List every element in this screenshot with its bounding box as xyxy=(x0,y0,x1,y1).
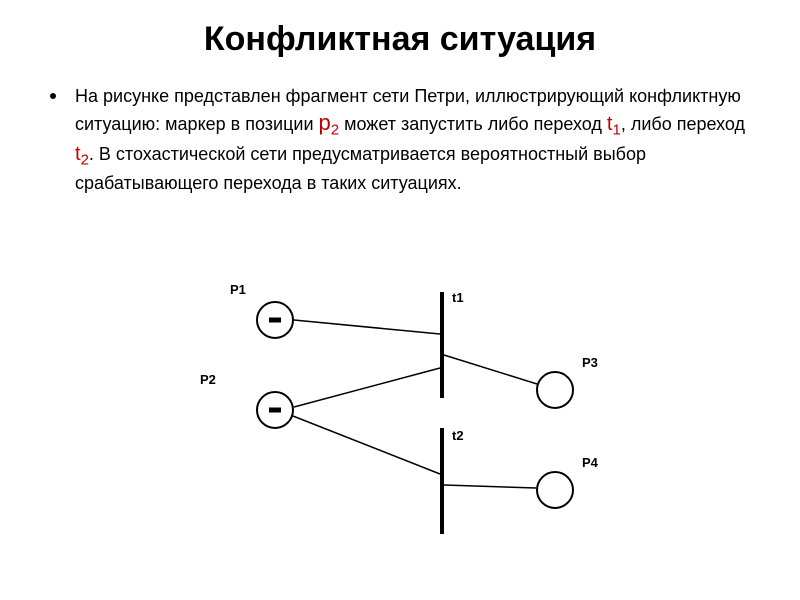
label-P2: P2 xyxy=(200,372,216,387)
page-title: Конфликтная ситуация xyxy=(0,0,800,59)
place-P1 xyxy=(256,301,294,339)
para-mid1: может запустить либо переход xyxy=(339,114,607,134)
edge-P2-t2 xyxy=(293,416,440,474)
token-P1 xyxy=(269,318,281,323)
label-t1: t1 xyxy=(452,290,464,305)
description-paragraph: На рисунке представлен фрагмент сети Пет… xyxy=(0,59,800,195)
token-p2: p2 xyxy=(319,114,340,134)
bullet-icon xyxy=(50,93,56,99)
edge-t1-P3 xyxy=(444,355,537,384)
label-P1: P1 xyxy=(230,282,246,297)
label-P3: P3 xyxy=(582,355,598,370)
transition-t1 xyxy=(440,292,444,398)
label-P4: P4 xyxy=(582,455,598,470)
edge-t2-P4 xyxy=(444,485,536,488)
place-P2 xyxy=(256,391,294,429)
token-t2: t2 xyxy=(75,144,89,164)
para-mid2: , либо переход xyxy=(621,114,745,134)
transition-t2 xyxy=(440,428,444,534)
edge-P2-t1 xyxy=(294,368,440,407)
place-P3 xyxy=(536,371,574,409)
token-t1: t1 xyxy=(607,114,621,134)
edge-P1-t1 xyxy=(294,320,440,334)
diagram-edges xyxy=(0,260,800,580)
token-P2 xyxy=(269,408,281,413)
label-t2: t2 xyxy=(452,428,464,443)
place-P4 xyxy=(536,471,574,509)
petri-net-diagram: P1 P2 P3 P4 t1 t2 xyxy=(0,260,800,580)
para-post: . В стохастической сети предусматриваетс… xyxy=(75,144,646,193)
